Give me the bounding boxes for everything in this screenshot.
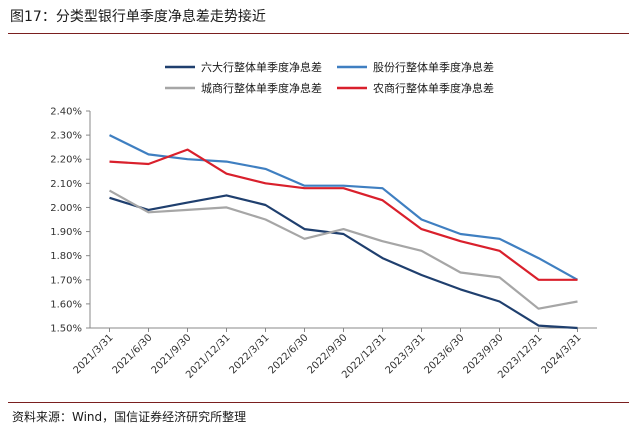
source-note: 资料来源：Wind，国信证券经济研究所整理	[12, 410, 247, 424]
y-tick-label: 1.50%	[50, 324, 82, 335]
y-tick-label: 2.00%	[50, 203, 82, 214]
series-line-2	[109, 134, 579, 281]
figure-title: 图17：分类型银行单季度净息差走势接近	[10, 9, 266, 25]
x-tick-label: 2023/6/30	[423, 332, 467, 376]
series-line-4	[109, 148, 578, 281]
legend-label-4: 农商行整体单季度净息差	[373, 81, 494, 95]
x-tick-label: 2024/3/31	[540, 332, 584, 376]
x-tick-label: 2023/3/31	[384, 332, 428, 376]
y-tick-label: 2.30%	[50, 131, 82, 142]
y-tick-label: 1.80%	[50, 251, 82, 262]
y-tick-label: 2.20%	[50, 155, 82, 166]
line-chart: 1.50% 1.60% 1.70% 1.80% 1.90% 2.00% 2.10% 2.20%…	[50, 60, 597, 381]
y-tick-label: 1.90%	[50, 227, 82, 238]
top-divider	[8, 33, 629, 34]
legend-label-2: 股份行整体单季度净息差	[373, 60, 494, 74]
legend-label-1: 六大行整体单季度净息差	[201, 60, 322, 74]
y-tick-label: 2.10%	[50, 179, 82, 190]
bottom-divider	[8, 402, 629, 403]
series-line-1	[109, 194, 578, 330]
x-tick-label: 2022/3/31	[228, 332, 272, 376]
x-tick-label: 2021/6/30	[111, 332, 155, 376]
x-tick-label: 2022/6/30	[267, 332, 311, 376]
series-line-3	[108, 189, 578, 310]
legend-label-3: 城商行整体单季度净息差	[201, 81, 322, 95]
y-tick-label: 2.40%	[50, 107, 82, 118]
y-tick-label: 1.60%	[50, 299, 82, 310]
x-tick-label: 2021/3/31	[72, 332, 116, 376]
y-tick-label: 1.70%	[50, 275, 82, 286]
